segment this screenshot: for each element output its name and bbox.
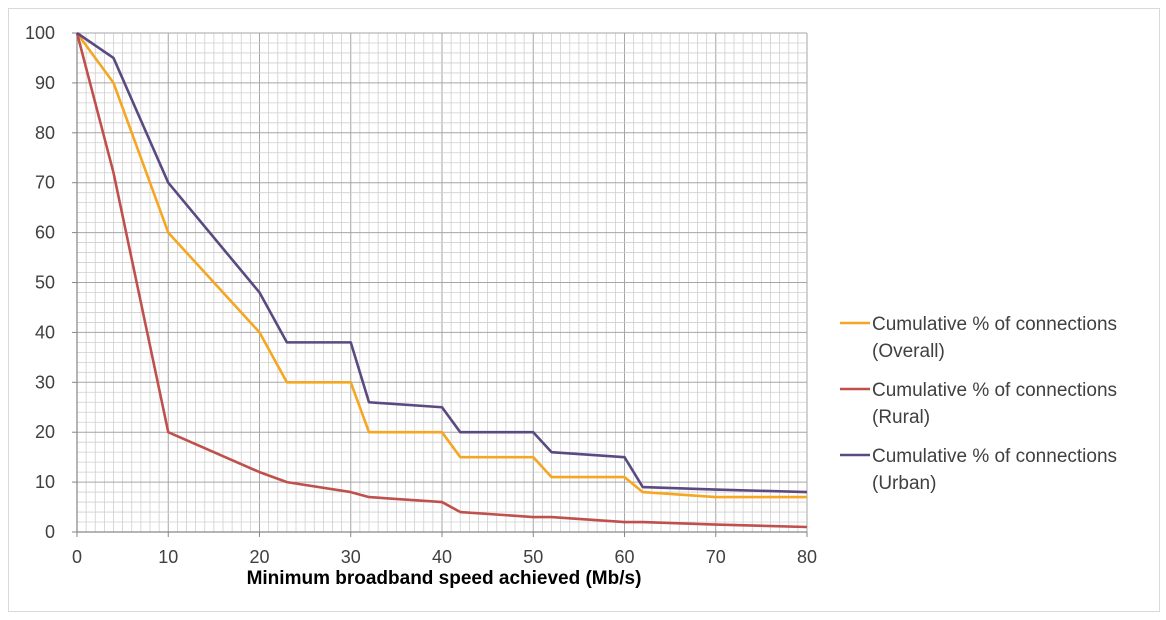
series-layer xyxy=(75,31,808,529)
y-tick-label: 100 xyxy=(25,23,55,43)
series-line-1 xyxy=(75,32,808,529)
series-line-2 xyxy=(76,31,808,494)
x-tick-label: 20 xyxy=(249,547,269,567)
x-tick-label: 10 xyxy=(158,547,178,567)
legend: Cumulative % of connections (Overall) Cumu… xyxy=(840,314,1117,494)
chart-frame xyxy=(8,8,1160,612)
grid xyxy=(76,32,808,533)
legend-label-1: Cumulative % of connections xyxy=(872,380,1117,401)
x-tick-label: 0 xyxy=(72,547,82,567)
y-tick-label: 50 xyxy=(35,273,55,293)
legend-label-0: Cumulative % of connections xyxy=(872,314,1117,335)
legend-label-2: Cumulative % of connections xyxy=(872,446,1117,467)
y-tick-label: 10 xyxy=(35,472,55,492)
y-tick-label: 20 xyxy=(35,422,55,442)
legend-label-0: (Overall) xyxy=(872,341,945,362)
series-line-0 xyxy=(75,32,807,499)
y-tick-label: 60 xyxy=(35,223,55,243)
x-tick-label: 30 xyxy=(341,547,361,567)
x-tick-label: 60 xyxy=(614,547,634,567)
x-tick-label: 80 xyxy=(797,547,817,567)
x-tick-label: 70 xyxy=(706,547,726,567)
tick-labels: 0 10 20 30 40 50 60 70 80 90 100 0 10 20 30 40 50 60 70 80 xyxy=(25,23,817,567)
y-tick-label: 0 xyxy=(45,522,55,542)
x-tick-label: 40 xyxy=(432,547,452,567)
y-tick-label: 30 xyxy=(35,372,55,392)
y-tick-label: 80 xyxy=(35,123,55,143)
axes xyxy=(72,32,808,537)
legend-label-2: (Urban) xyxy=(872,473,936,494)
y-tick-label: 90 xyxy=(35,73,55,93)
y-tick-label: 40 xyxy=(35,322,55,342)
legend-label-1: (Rural) xyxy=(872,407,930,428)
y-tick-label: 70 xyxy=(35,173,55,193)
x-tick-label: 50 xyxy=(523,547,543,567)
x-axis-label: Minimum broadband speed achieved (Mb/s) xyxy=(247,568,642,589)
